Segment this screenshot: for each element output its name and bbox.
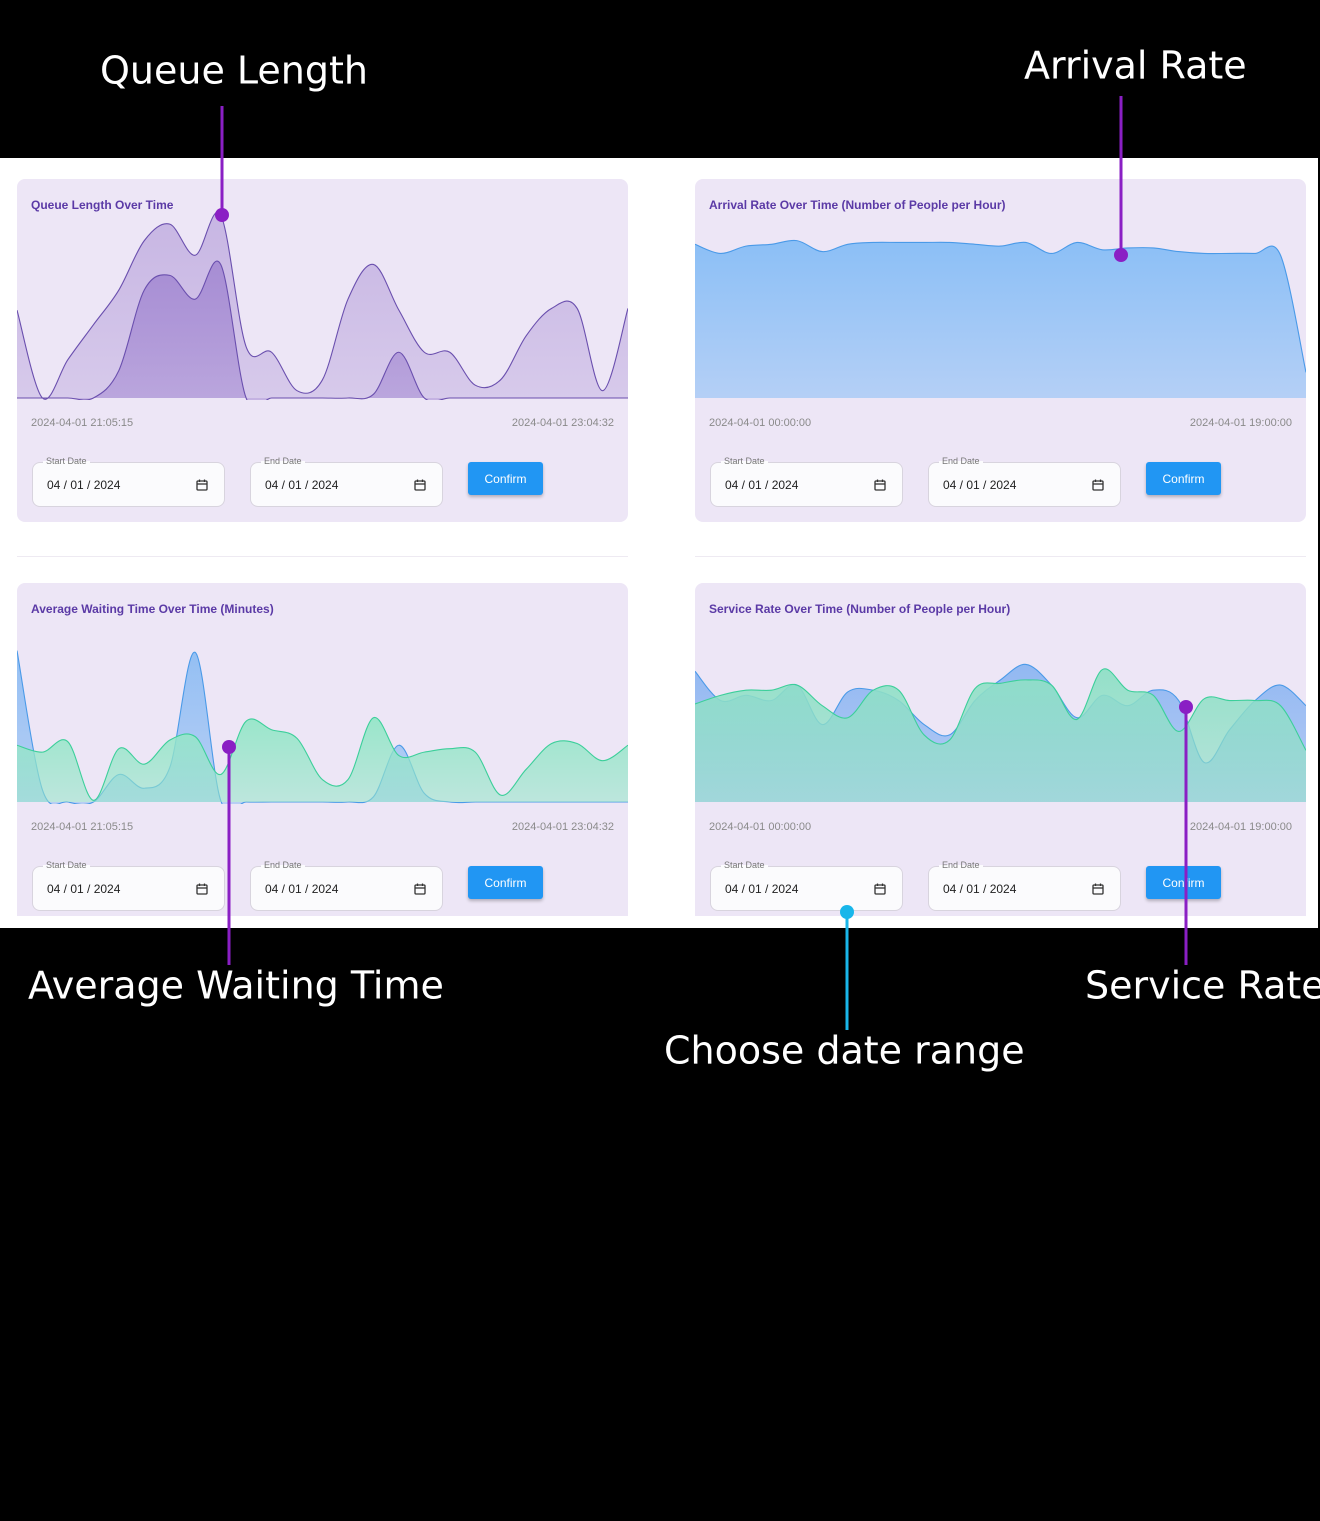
- annotation-label: Arrival Rate: [1024, 44, 1247, 88]
- x-start-label: 2024-04-01 00:00:00: [709, 821, 812, 833]
- x-start-label: 2024-04-01 21:05:15: [31, 417, 134, 429]
- calendar-button[interactable]: [1092, 882, 1104, 900]
- calendar-icon: [196, 479, 208, 491]
- confirm-button[interactable]: Confirm: [1146, 866, 1221, 899]
- calendar-button[interactable]: [874, 478, 886, 496]
- chart-card: Queue Length Over Time 2024-04-01 21:05:1…: [17, 179, 628, 522]
- area-line: [17, 260, 628, 400]
- area-line: [17, 211, 628, 400]
- calendar-icon: [414, 479, 426, 491]
- start-date-label: Start Date: [721, 860, 768, 870]
- calendar-icon: [414, 883, 426, 895]
- confirm-button[interactable]: Confirm: [468, 462, 543, 495]
- x-end-label: 2024-04-01 19:00:00: [1189, 821, 1292, 833]
- start-date-input[interactable]: Start Date 04 / 01 / 2024: [710, 860, 903, 911]
- dashboard: Queue Length Over Time 2024-04-01 21:05:1…: [0, 158, 1318, 928]
- confirm-button[interactable]: Confirm: [1146, 462, 1221, 495]
- area-chart: [17, 650, 628, 804]
- area-chart: [17, 211, 628, 400]
- area-chart: [695, 239, 1306, 398]
- x-end-label: 2024-04-01 23:04:32: [511, 821, 614, 833]
- annotation-label: Choose date range: [664, 1029, 1025, 1073]
- area-chart: [695, 663, 1306, 802]
- start-date-value: 04 / 01 / 2024: [725, 478, 799, 492]
- divider: [17, 556, 628, 557]
- area: [17, 717, 628, 802]
- end-date-input[interactable]: End Date 04 / 01 / 2024: [928, 456, 1121, 507]
- divider: [695, 556, 1306, 557]
- area: [695, 240, 1306, 398]
- calendar-icon: [1092, 883, 1104, 895]
- end-date-value: 04 / 01 / 2024: [265, 478, 339, 492]
- annotation-label: Average Waiting Time: [28, 964, 444, 1008]
- calendar-icon: [1092, 479, 1104, 491]
- start-date-input[interactable]: Start Date 04 / 01 / 2024: [710, 456, 903, 507]
- end-date-label: End Date: [261, 456, 305, 466]
- start-date-value: 04 / 01 / 2024: [47, 478, 121, 492]
- calendar-button[interactable]: [196, 478, 208, 496]
- calendar-icon: [196, 883, 208, 895]
- start-date-label: Start Date: [43, 860, 90, 870]
- area-line: [695, 239, 1306, 373]
- end-date-value: 04 / 01 / 2024: [943, 882, 1017, 896]
- area: [695, 668, 1306, 802]
- end-date-input[interactable]: End Date 04 / 01 / 2024: [928, 860, 1121, 911]
- chart-title: Service Rate Over Time (Number of People…: [709, 602, 1011, 616]
- end-date-label: End Date: [261, 860, 305, 870]
- end-date-input[interactable]: End Date 04 / 01 / 2024: [250, 456, 443, 507]
- x-start-label: 2024-04-01 21:05:15: [31, 821, 134, 833]
- chart-title: Average Waiting Time Over Time (Minutes): [31, 602, 274, 616]
- area-line: [695, 668, 1306, 751]
- end-date-input[interactable]: End Date 04 / 01 / 2024: [250, 860, 443, 911]
- start-date-input[interactable]: Start Date 04 / 01 / 2024: [32, 860, 225, 911]
- chart-card: Average Waiting Time Over Time (Minutes)…: [17, 583, 628, 916]
- calendar-icon: [874, 883, 886, 895]
- annotation-label: Queue Length: [100, 49, 368, 93]
- calendar-button[interactable]: [1092, 478, 1104, 496]
- area-line: [17, 717, 628, 801]
- calendar-icon: [874, 479, 886, 491]
- chart-title: Queue Length Over Time: [31, 198, 174, 212]
- calendar-button[interactable]: [874, 882, 886, 900]
- start-date-value: 04 / 01 / 2024: [725, 882, 799, 896]
- end-date-label: End Date: [939, 860, 983, 870]
- start-date-input[interactable]: Start Date 04 / 01 / 2024: [32, 456, 225, 507]
- calendar-button[interactable]: [414, 882, 426, 900]
- end-date-value: 04 / 01 / 2024: [265, 882, 339, 896]
- end-date-value: 04 / 01 / 2024: [943, 478, 1017, 492]
- start-date-label: Start Date: [43, 456, 90, 466]
- calendar-button[interactable]: [196, 882, 208, 900]
- start-date-value: 04 / 01 / 2024: [47, 882, 121, 896]
- confirm-button[interactable]: Confirm: [468, 866, 543, 899]
- calendar-button[interactable]: [414, 478, 426, 496]
- start-date-label: Start Date: [721, 456, 768, 466]
- x-start-label: 2024-04-01 00:00:00: [709, 417, 812, 429]
- x-end-label: 2024-04-01 19:00:00: [1189, 417, 1292, 429]
- area: [17, 261, 628, 400]
- chart-card: Service Rate Over Time (Number of People…: [695, 583, 1306, 916]
- chart-card: Arrival Rate Over Time (Number of People…: [695, 179, 1306, 522]
- annotation-label: Service Rate: [1085, 964, 1320, 1008]
- chart-title: Arrival Rate Over Time (Number of People…: [709, 198, 1006, 212]
- end-date-label: End Date: [939, 456, 983, 466]
- x-end-label: 2024-04-01 23:04:32: [511, 417, 614, 429]
